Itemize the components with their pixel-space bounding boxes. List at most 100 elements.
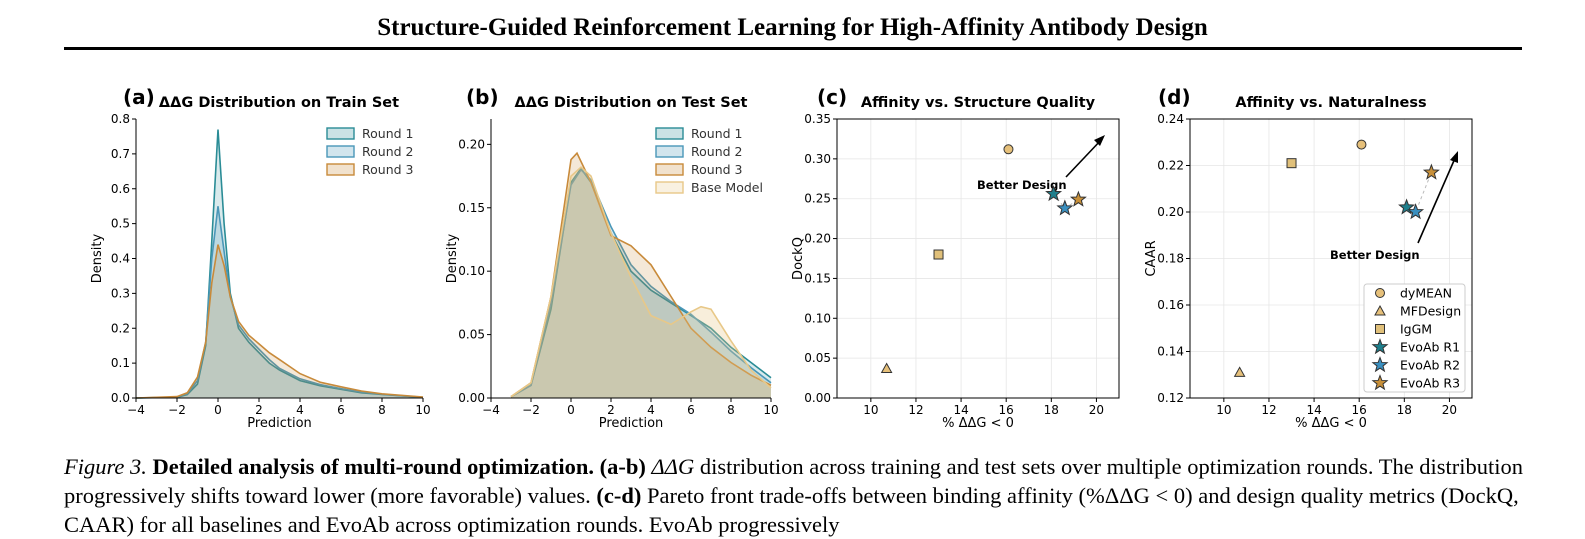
y-tick-label: 0.22: [1157, 159, 1184, 173]
x-tick-label: 8: [378, 403, 386, 417]
legend-label: Round 2: [362, 144, 413, 159]
legend-label: Base Model: [691, 180, 763, 195]
legend-label: Round 2: [691, 144, 742, 159]
legend-marker: [1375, 288, 1385, 298]
y-tick-label: 0.8: [111, 112, 130, 126]
y-tick-label: 0.00: [804, 391, 831, 405]
figure-caption: Figure 3. Detailed analysis of multi-rou…: [64, 452, 1524, 539]
x-tick-label: 16: [999, 403, 1014, 417]
y-tick-label: 0.15: [458, 201, 485, 215]
evoab-path: [1406, 172, 1432, 213]
marker-evoab-r1: [1398, 198, 1416, 215]
annotation-better-design: Better Design: [977, 178, 1067, 192]
y-tick-label: 0.0: [111, 391, 130, 405]
y-tick-label: 0.18: [1157, 252, 1184, 266]
x-tick-label: 10: [763, 403, 778, 417]
y-tick-label: 0.14: [1157, 345, 1184, 359]
panel-label: (c): [817, 85, 847, 109]
caption-ab-text: distribution across training and test se…: [64, 454, 1524, 508]
density-area-round2: [136, 206, 423, 398]
legend-marker: [1371, 374, 1389, 391]
x-tick-label: −4: [482, 403, 500, 417]
legend-swatch: [326, 163, 355, 176]
x-tick-label: 4: [296, 403, 304, 417]
marker-iggm: [1286, 158, 1297, 169]
y-tick-label: 0.20: [458, 137, 485, 151]
y-tick-label: 0.20: [804, 232, 831, 246]
y-tick-label: 0.10: [458, 264, 485, 278]
panel-b: (b) ΔΔG Distribution on Test Set Round 1 Ro…: [445, 85, 779, 431]
y-tick-label: 0.2: [111, 321, 130, 335]
y-tick-label: 0.6: [111, 182, 130, 196]
x-tick-label: 16: [1352, 403, 1367, 417]
legend-label: EvoAb R1: [1400, 340, 1460, 355]
panel-title: ΔΔG Distribution on Test Set: [515, 95, 748, 111]
x-axis-label: % ΔΔG < 0: [1295, 416, 1367, 431]
x-tick-label: 4: [647, 403, 655, 417]
marker-dymean: [1356, 139, 1367, 150]
y-tick-label: 0.05: [804, 351, 831, 365]
y-tick-label: 0.3: [111, 286, 130, 300]
caption-figure-label: Figure 3.: [64, 454, 147, 479]
x-tick-label: 20: [1442, 403, 1457, 417]
legend-label: MFDesign: [1400, 304, 1461, 319]
arrow-shaft: [1417, 155, 1457, 244]
caption-bold-title: Detailed analysis of multi-round optimiz…: [152, 454, 595, 479]
marker-iggm: [933, 249, 944, 260]
marker-evoab-r2: [1407, 203, 1425, 220]
density-area-base: [511, 167, 771, 398]
x-tick-label: 2: [607, 403, 615, 417]
better-design-arrow: [1065, 135, 1105, 178]
panel-label: (a): [123, 85, 155, 109]
x-tick-label: 2: [255, 403, 263, 417]
marker-dymean: [1003, 144, 1014, 155]
y-tick-label: 0.30: [804, 152, 831, 166]
legend-label: Round 1: [691, 126, 742, 141]
legend-label: EvoAb R3: [1400, 376, 1460, 391]
legend-swatch: [655, 145, 684, 158]
x-tick-label: 0: [567, 403, 575, 417]
x-axis-label: Prediction: [247, 416, 312, 431]
x-tick-label: −4: [127, 403, 145, 417]
y-tick-label: 0.00: [458, 391, 485, 405]
legend-swatch: [655, 181, 684, 194]
density-area-round3: [136, 244, 423, 398]
y-tick-label: 0.7: [111, 147, 130, 161]
y-tick-label: 0.20: [1157, 205, 1184, 219]
density-area-round1: [511, 168, 771, 398]
x-tick-label: 6: [687, 403, 695, 417]
y-tick-label: 0.24: [1157, 112, 1184, 126]
y-tick-label: 0.15: [804, 271, 831, 285]
marker-evoab-r3: [1422, 163, 1440, 180]
y-tick-label: 0.5: [111, 217, 130, 231]
legend-swatch: [326, 145, 355, 158]
legend-label: Round 3: [362, 162, 413, 177]
caption-cd-label: (c-d): [596, 483, 642, 508]
figure-3: (a) ΔΔG Distribution on Train Set Round 1 R…: [90, 85, 1473, 431]
caption-ab-symbol: ΔΔG: [651, 454, 695, 479]
x-tick-label: 18: [1397, 403, 1412, 417]
x-tick-label: 10: [863, 403, 878, 417]
x-axis-label: % ΔΔG < 0: [942, 416, 1014, 431]
density-area-round1: [136, 129, 423, 398]
legend: dyMEAN MFDesign IgGM EvoAb R1 EvoAb R2 EvoAb …: [1363, 283, 1466, 393]
axes-frame: [836, 118, 1120, 399]
legend-label: dyMEAN: [1400, 286, 1452, 301]
x-tick-label: 8: [727, 403, 735, 417]
x-tick-label: 0: [214, 403, 222, 417]
panel-title: ΔΔG Distribution on Train Set: [159, 95, 399, 111]
marker-mfdesign: [880, 362, 893, 374]
legend-marker: [1375, 324, 1385, 334]
x-tick-label: 10: [1216, 403, 1231, 417]
legend-swatch: [655, 163, 684, 176]
title-rule: [64, 47, 1522, 50]
panel-a: (a) ΔΔG Distribution on Train Set Round 1 R…: [90, 85, 431, 431]
legend-label: Round 1: [362, 126, 413, 141]
density-line-round3: [135, 244, 424, 399]
y-tick-label: 0.35: [804, 112, 831, 126]
x-tick-label: 18: [1044, 403, 1059, 417]
x-tick-label: 10: [415, 403, 430, 417]
x-axis-label: Prediction: [599, 416, 664, 431]
x-tick-label: 14: [1306, 403, 1321, 417]
arrow-head: [1094, 135, 1105, 146]
